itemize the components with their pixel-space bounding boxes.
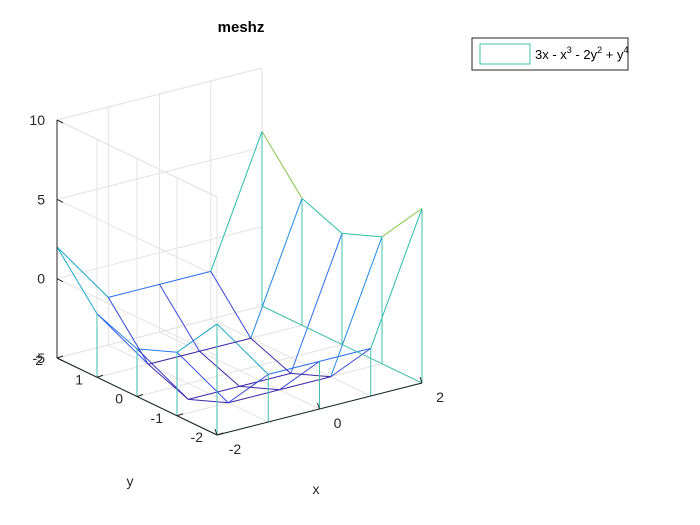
mesh-line-y: [176, 323, 218, 353]
tick-labels: -5 0 5 10 -2 0 2 -2 -1 0 1 2: [29, 112, 444, 457]
mesh-line-y: [301, 197, 343, 234]
mesh-line-y: [147, 363, 189, 400]
legend-formula-part-3: + y: [602, 47, 624, 62]
x-tick-label: 0: [334, 415, 342, 431]
mesh-line-x: [290, 233, 343, 374]
mesh-line-x: [330, 236, 383, 377]
mesh-line-y: [290, 372, 331, 378]
x-axis-label: x: [313, 481, 320, 497]
mesh-line-x: [319, 347, 371, 362]
mesh-line-y: [250, 337, 292, 374]
legend-formula-exp-2: 2: [597, 45, 602, 55]
z-tick-label: -5: [33, 350, 46, 366]
y-tick-label: 2: [35, 352, 43, 368]
y-tick-label: -2: [191, 429, 204, 445]
x-tick-label: 2: [436, 389, 444, 405]
mesh-line-x: [56, 246, 109, 298]
mesh-line-y: [279, 360, 320, 391]
grid-line-top: [56, 119, 218, 198]
z-tick-label: 0: [37, 271, 45, 287]
y-tick-mark: [176, 413, 184, 417]
chart-title: meshz: [218, 19, 265, 36]
y-tick-mark: [216, 432, 224, 436]
mesh-line-x: [268, 360, 320, 375]
mesh-line-y: [159, 284, 200, 352]
mesh-line-x: [199, 337, 251, 352]
mesh-line-x: [136, 348, 189, 400]
z-tick-label: 5: [37, 191, 45, 207]
mesh-line-y: [341, 232, 383, 238]
x-tick-mark: [419, 376, 423, 384]
mesh-line-x: [370, 208, 423, 349]
mesh-line-y: [227, 373, 269, 404]
mesh-line-y: [188, 398, 229, 404]
z-tick-label: 10: [29, 112, 45, 128]
mesh-line-x: [108, 283, 160, 298]
legend-formula-part-2: - 2y: [572, 47, 598, 62]
mesh-line-x: [239, 372, 291, 387]
mesh-line-y: [56, 246, 98, 315]
legend-swatch: [479, 43, 531, 65]
mesh-line-y: [261, 131, 303, 199]
mesh-line-y: [210, 271, 252, 339]
mesh-line-y: [96, 313, 138, 350]
x-tick-mark: [214, 428, 218, 436]
mesh-line-x: [210, 131, 263, 272]
grid-line-top: [56, 67, 263, 121]
mesh-line-y: [381, 208, 423, 238]
y-axis-label: y: [127, 473, 134, 489]
mesh-line-x: [96, 313, 149, 365]
x-tick-label: -2: [229, 441, 242, 457]
legend[interactable]: 3x - x3 - 2y2 + y4: [471, 37, 629, 71]
mesh-line-y: [199, 350, 240, 387]
mesh-line-x: [159, 270, 211, 285]
grid-line-y: [56, 305, 263, 359]
axes-grid: [56, 67, 423, 436]
mesh-line-y: [107, 297, 149, 365]
mesh-surface: [56, 131, 423, 436]
mesh-line-x: [188, 385, 240, 400]
z-tick-mark: [56, 198, 64, 203]
z-tick-mark: [56, 119, 64, 124]
z-tick-mark: [56, 278, 64, 283]
legend-entry-label: 3x - x3 - 2y2 + y4: [535, 45, 628, 62]
mesh-line-x: [216, 323, 269, 375]
y-tick-label: 1: [75, 371, 83, 387]
y-tick-mark: [96, 374, 104, 378]
mesh-line-x: [148, 350, 200, 365]
z-tick-mark: [56, 357, 64, 362]
mesh-line-y: [136, 348, 178, 353]
mesh-line-y: [330, 347, 372, 378]
curtain-base-right: [261, 305, 423, 384]
y-tick-mark: [56, 355, 64, 359]
y-tick-mark: [136, 394, 144, 397]
mesh-line-y: [239, 385, 280, 391]
y-tick-label: -1: [151, 410, 164, 426]
mesh-line-x: [176, 351, 229, 404]
legend-formula-exp-3: 4: [623, 45, 628, 55]
y-tick-label: 0: [115, 391, 123, 407]
x-tick-mark: [317, 402, 320, 410]
grid-line-y: [136, 344, 343, 397]
mesh-line-x: [228, 389, 280, 404]
mesh-line-x: [279, 376, 331, 391]
legend-formula-part-1: 3x - x: [535, 47, 567, 62]
mesh-line-x: [250, 198, 303, 339]
legend-formula-exp-1: 3: [567, 45, 572, 55]
